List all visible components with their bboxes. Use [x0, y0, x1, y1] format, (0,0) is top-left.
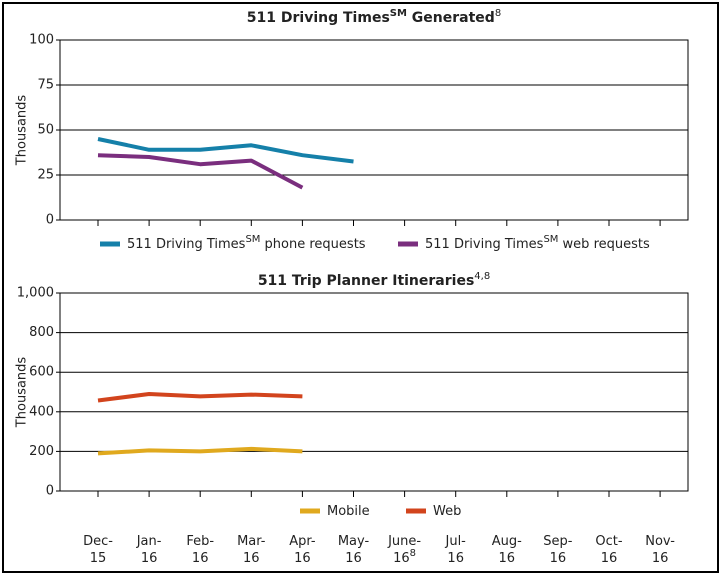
x-tick-line: 16 [447, 551, 464, 566]
x-tick-label: May- [338, 534, 370, 549]
x-tick-line: 16 [192, 551, 209, 566]
superscript: SM [245, 234, 260, 245]
x-tick-label: 16 [652, 551, 669, 566]
superscript: 8 [495, 8, 501, 19]
text-part: 511 Driving Times [247, 10, 390, 26]
x-tick-line: Jul- [445, 534, 467, 549]
text-part: 511 Driving Times [127, 237, 246, 252]
x-tick-label: Mar- [237, 534, 266, 549]
y-tick-label: 100 [29, 33, 54, 48]
x-tick-line: Nov- [645, 534, 675, 549]
x-tick-label: Aug- [492, 534, 522, 549]
x-tick-line: 16 [499, 551, 516, 566]
x-tick-label: Dec- [83, 534, 113, 549]
x-tick-line: Aug- [492, 534, 522, 549]
text-part: 511 Driving Times [425, 237, 544, 252]
x-tick-label: Sep- [543, 534, 573, 549]
y-tick-label: 200 [29, 444, 54, 459]
x-tick-label: 16 [192, 551, 209, 566]
y-tick-label: 0 [46, 213, 54, 228]
series-line [97, 137, 354, 164]
x-tick-line: 16 [652, 551, 669, 566]
plot-frame [59, 39, 689, 221]
legend-label: Web [433, 504, 461, 519]
series-line [97, 391, 303, 403]
series-line [97, 446, 303, 456]
y-tick-label: 0 [46, 484, 54, 499]
x-tick-label: 168 [393, 548, 416, 566]
x-tick-line: Mar- [237, 534, 266, 549]
legend-label: Mobile [327, 504, 370, 519]
y-tick-label: 25 [37, 168, 54, 183]
legend-label: 511 Driving TimesSM phone requests [127, 234, 366, 252]
x-tick-line: 16 [601, 551, 618, 566]
x-tick-label: 16 [550, 551, 567, 566]
y-tick-label: 75 [37, 78, 54, 93]
superscript: SM [390, 8, 407, 19]
y-tick-label: 400 [29, 404, 54, 419]
chart-title: 511 Driving TimesSM Generated8 [247, 8, 501, 26]
x-tick-line: Apr- [289, 534, 316, 549]
x-tick-line: 16 [550, 551, 567, 566]
chart-title: 511 Trip Planner Itineraries4,8 [258, 271, 490, 289]
text-part: Generated [407, 10, 495, 26]
x-tick-label: 16 [499, 551, 516, 566]
x-tick-line: Sep- [543, 534, 573, 549]
y-tick-label: 800 [29, 325, 54, 340]
superscript: 4,8 [474, 271, 490, 282]
x-tick-label: Jul- [445, 534, 467, 549]
x-tick-label: 16 [243, 551, 260, 566]
y-tick-label: 50 [37, 123, 54, 138]
x-tick-label: 15 [90, 551, 107, 566]
x-tick-line: Oct- [595, 534, 622, 549]
y-axis-label: Thousands [15, 95, 30, 167]
x-tick-line: Feb- [186, 534, 214, 549]
x-tick-label: 16 [601, 551, 618, 566]
y-tick-label: 600 [29, 365, 54, 380]
text-part: phone requests [260, 237, 365, 252]
superscript: SM [543, 234, 558, 245]
x-tick-line: 15 [90, 551, 107, 566]
x-tick-line: June- [387, 534, 421, 549]
series-line [97, 153, 304, 190]
x-tick-label: Apr- [289, 534, 316, 549]
x-tick-label: Jan- [136, 534, 162, 549]
plot-frame [59, 292, 689, 492]
x-tick-label: Nov- [645, 534, 675, 549]
x-tick-line: Dec- [83, 534, 113, 549]
x-tick-line: Jan- [136, 534, 162, 549]
x-tick-label: Oct- [595, 534, 622, 549]
x-tick-label: 16 [447, 551, 464, 566]
x-tick-label: June- [387, 534, 421, 549]
text-part: Web [433, 504, 461, 519]
y-tick-label: 1,000 [17, 286, 54, 301]
legend-label: 511 Driving TimesSM web requests [425, 234, 650, 252]
x-tick-label: Feb- [186, 534, 214, 549]
text-part: web requests [558, 237, 650, 252]
x-tick-label: 16 [345, 551, 362, 566]
text-part: 511 Trip Planner Itineraries [258, 273, 474, 289]
x-tick-line: 16 [393, 551, 410, 566]
text-part: Mobile [327, 504, 370, 519]
x-tick-line: 16 [141, 551, 158, 566]
x-tick-line: 16 [243, 551, 260, 566]
x-tick-line: May- [338, 534, 370, 549]
x-tick-line: 16 [345, 551, 362, 566]
superscript: 8 [410, 548, 416, 559]
x-tick-line: 16 [294, 551, 311, 566]
x-tick-label: 16 [294, 551, 311, 566]
y-axis-label: Thousands [15, 357, 30, 429]
x-tick-label: 16 [141, 551, 158, 566]
